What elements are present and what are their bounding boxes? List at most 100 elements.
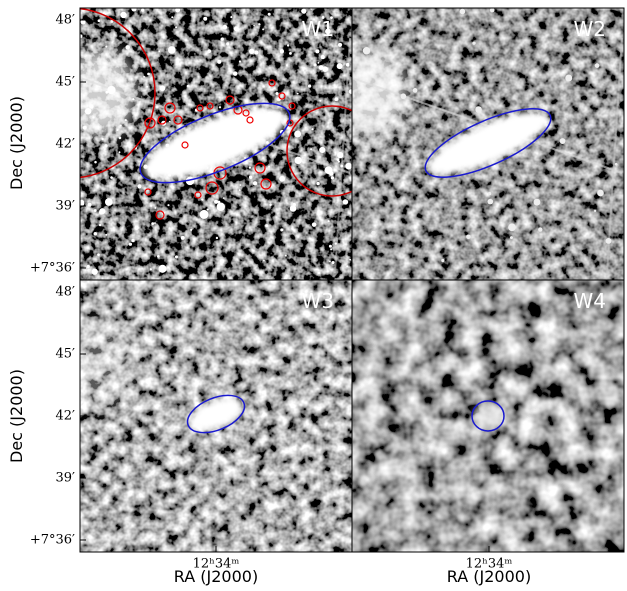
star [294, 156, 302, 165]
star [190, 228, 193, 231]
star [80, 199, 85, 207]
panel: W3 [79, 279, 353, 553]
star [337, 160, 340, 163]
star [317, 61, 320, 64]
panel: W1 [79, 7, 353, 281]
star [158, 264, 167, 273]
star [105, 45, 108, 48]
masked-source [164, 102, 176, 114]
y-tick-label: 39′ [56, 471, 76, 486]
star [244, 156, 246, 159]
star [294, 130, 302, 138]
star [331, 260, 335, 265]
star [168, 120, 171, 123]
star [334, 97, 339, 102]
star [215, 236, 219, 240]
star [105, 90, 109, 94]
star [180, 235, 185, 240]
star [80, 19, 86, 25]
star [92, 116, 95, 119]
star [348, 89, 352, 94]
star [132, 97, 135, 101]
star [267, 12, 271, 16]
panel-image [80, 280, 352, 552]
star [475, 106, 482, 113]
exclusion-circle [80, 8, 156, 179]
masked-source [157, 115, 167, 125]
star [105, 233, 108, 236]
star [466, 234, 471, 239]
star [206, 208, 209, 211]
star [269, 203, 272, 207]
aperture [186, 394, 246, 434]
star [593, 209, 597, 213]
y-tick-label: 39′ [56, 199, 76, 214]
star [263, 259, 265, 262]
star [131, 8, 137, 12]
star [559, 138, 566, 144]
star [336, 63, 343, 70]
star [362, 47, 371, 55]
star [185, 176, 195, 186]
star [158, 50, 161, 53]
star [149, 268, 152, 271]
masked-source [205, 181, 219, 195]
star [124, 119, 127, 122]
star [441, 258, 445, 263]
star [315, 49, 320, 54]
star [597, 189, 604, 197]
star [232, 71, 238, 76]
star [175, 26, 178, 29]
star [345, 62, 350, 67]
star [222, 197, 225, 199]
star [325, 28, 331, 35]
x-axis-label: RA (J2000) [174, 567, 258, 586]
star [214, 199, 219, 204]
star [318, 65, 324, 71]
star [186, 84, 190, 88]
star [345, 162, 352, 170]
star [128, 242, 133, 246]
star [310, 148, 313, 151]
masked-source [155, 210, 165, 220]
star [119, 124, 122, 127]
star [472, 41, 476, 45]
masked-source [246, 116, 254, 124]
star [279, 49, 285, 54]
star [284, 254, 287, 257]
star [605, 237, 612, 244]
star [80, 34, 83, 38]
star [218, 106, 222, 109]
star [175, 8, 181, 13]
x-tick-label: 12ʰ34ᵐ [193, 557, 240, 572]
star [134, 225, 139, 231]
star [258, 23, 261, 26]
panel: W2 [351, 7, 625, 281]
star [487, 198, 494, 205]
star [533, 198, 541, 206]
star [252, 181, 258, 186]
aperture [471, 400, 505, 432]
galaxy-glow [428, 111, 548, 175]
star [118, 136, 122, 140]
star [322, 66, 329, 73]
y-tick-label: 48′ [56, 285, 76, 300]
star [296, 92, 299, 95]
star [137, 184, 142, 189]
star [508, 223, 516, 232]
star [118, 151, 121, 154]
star [233, 26, 239, 32]
star [125, 45, 130, 50]
star [321, 15, 325, 19]
star [319, 146, 326, 154]
y-tick-label: 45′ [56, 347, 76, 362]
star [451, 246, 454, 249]
star [538, 227, 543, 232]
star [201, 198, 204, 201]
panel-label: W3 [302, 289, 335, 313]
masked-source [144, 188, 152, 196]
star [82, 125, 87, 130]
star [248, 48, 255, 55]
star [349, 258, 352, 261]
star [174, 255, 178, 259]
